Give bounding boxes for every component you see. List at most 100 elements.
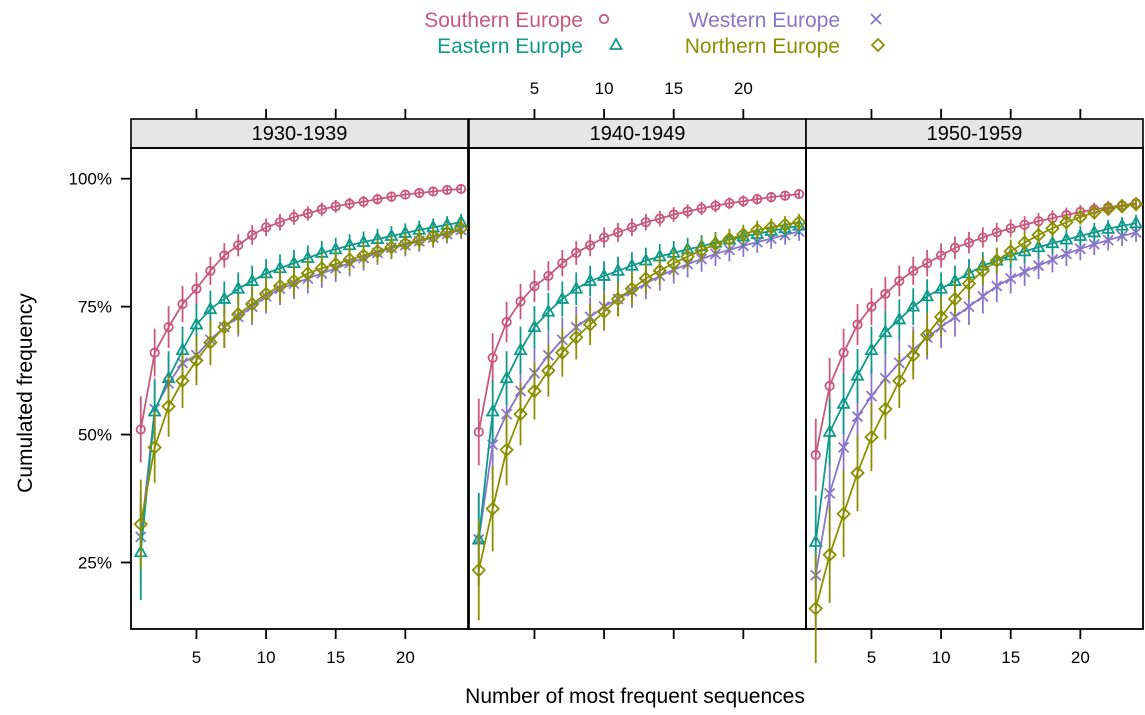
x-tick-label: 15 xyxy=(664,79,683,98)
data-point xyxy=(878,324,893,338)
data-point xyxy=(1031,239,1046,253)
data-point xyxy=(961,276,977,291)
data-point xyxy=(1045,235,1060,249)
data-point xyxy=(411,232,427,248)
data-point xyxy=(864,342,879,356)
data-point xyxy=(837,441,850,453)
data-point xyxy=(501,316,512,328)
data-point xyxy=(626,222,638,233)
data-point xyxy=(906,298,921,312)
data-point xyxy=(1129,215,1144,229)
data-point xyxy=(233,240,244,251)
data-point xyxy=(920,288,935,302)
data-point xyxy=(749,222,765,238)
y-tick-label: 50% xyxy=(78,426,112,445)
data-point xyxy=(247,229,258,241)
data-point xyxy=(766,192,777,203)
data-point xyxy=(919,327,935,343)
data-point xyxy=(231,280,246,294)
data-point xyxy=(177,298,188,310)
legend-label: Western Europe xyxy=(689,9,840,32)
data-point xyxy=(810,449,821,461)
data-point xyxy=(175,373,190,389)
data-point xyxy=(455,183,467,195)
data-point xyxy=(258,286,274,302)
data-point xyxy=(822,424,837,437)
y-axis-label: Cumulated frequency xyxy=(14,293,37,493)
series-western-europe xyxy=(473,222,805,586)
data-point xyxy=(189,353,204,368)
series-line xyxy=(139,221,462,553)
data-point xyxy=(328,256,343,272)
data-point xyxy=(513,342,528,356)
data-point xyxy=(908,265,919,276)
data-point xyxy=(515,296,526,307)
data-point xyxy=(780,190,791,201)
data-point xyxy=(638,271,654,286)
data-point xyxy=(1045,221,1060,236)
data-point xyxy=(710,200,721,211)
x-tick-label: 10 xyxy=(257,648,276,667)
panel-frame xyxy=(468,147,807,630)
data-point xyxy=(230,307,246,322)
series-southern-europe xyxy=(135,183,467,463)
panel-frame xyxy=(805,147,1144,630)
panel-title: 1950-1959 xyxy=(927,123,1023,145)
data-point xyxy=(260,222,272,233)
data-point xyxy=(203,335,218,350)
data-point xyxy=(1086,205,1102,220)
data-point xyxy=(752,194,763,205)
data-point xyxy=(865,390,878,402)
x-axis-label: Number of most frequent sequences xyxy=(465,685,805,708)
data-point xyxy=(543,270,554,282)
panel-title: 1940-1949 xyxy=(590,123,686,145)
data-point xyxy=(414,187,425,199)
panel-frame xyxy=(130,147,469,630)
series-southern-europe xyxy=(810,197,1142,492)
legend-marker-circle xyxy=(598,13,610,25)
data-point xyxy=(736,227,751,242)
series-northern-europe xyxy=(133,219,469,569)
data-point xyxy=(500,408,513,420)
data-point xyxy=(203,301,218,315)
data-point xyxy=(652,263,668,279)
data-point xyxy=(1059,231,1074,245)
data-point xyxy=(610,291,626,307)
series-northern-europe xyxy=(471,213,807,621)
data-point xyxy=(933,309,949,325)
data-point xyxy=(1005,223,1016,234)
data-point xyxy=(864,429,879,445)
panels: 1930-1939 1940-1949 1950-1959 xyxy=(130,118,1144,664)
data-point xyxy=(314,260,330,276)
data-point xyxy=(977,232,988,243)
axes: 25% 50% 75% 100% 5 10 15 20 5 10 15 20 5 10 15 20 xyxy=(69,79,1090,667)
data-point xyxy=(597,268,612,281)
data-point xyxy=(1031,227,1046,243)
data-point xyxy=(344,198,355,209)
data-point xyxy=(217,291,232,304)
x-tick-label: 5 xyxy=(867,648,876,667)
data-point xyxy=(963,300,975,313)
data-point xyxy=(668,209,679,220)
data-point xyxy=(163,321,174,333)
data-point xyxy=(1130,226,1142,239)
y-tick-label: 75% xyxy=(78,298,112,317)
data-point xyxy=(922,258,933,269)
data-point xyxy=(1087,224,1102,238)
legend: Southern Europe Western Europe Eastern Eur… xyxy=(424,9,886,58)
data-point xyxy=(384,239,399,255)
data-point xyxy=(288,211,300,223)
data-point xyxy=(555,291,570,304)
data-point xyxy=(189,316,204,330)
data-point xyxy=(571,247,582,258)
data-point xyxy=(777,217,793,233)
data-point xyxy=(722,231,737,247)
data-point xyxy=(358,196,369,207)
series-line xyxy=(139,227,462,525)
data-point xyxy=(191,283,202,294)
data-point xyxy=(989,253,1005,268)
data-point xyxy=(1100,201,1116,217)
data-point xyxy=(133,516,149,532)
x-tick-label: 15 xyxy=(326,648,345,667)
data-point xyxy=(975,263,991,279)
